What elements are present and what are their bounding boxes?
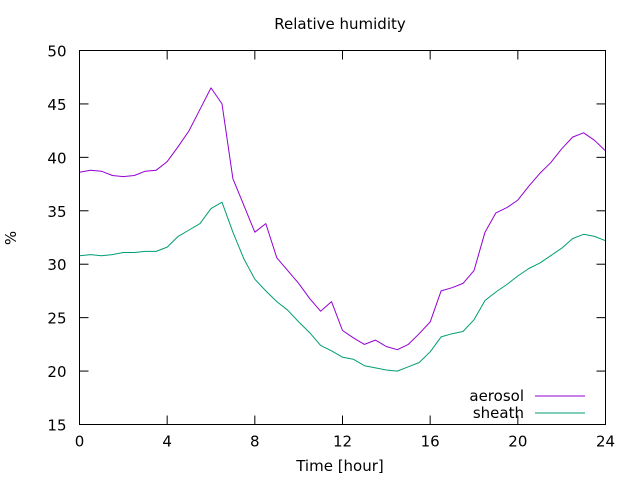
y-tick-label: 45 xyxy=(47,96,66,114)
x-tick-label: 20 xyxy=(508,433,527,451)
legend-label-sheath: sheath xyxy=(473,404,524,422)
series-line-aerosol xyxy=(79,87,606,351)
y-axis-label: % xyxy=(2,231,20,245)
y-tick-label: 25 xyxy=(47,310,66,328)
y-tick-label: 40 xyxy=(47,149,66,167)
plot-frame xyxy=(79,50,606,425)
y-tick-label: 30 xyxy=(47,256,66,274)
x-axis-label: Time [hour] xyxy=(295,457,384,475)
x-axis-ticks: 0 4 8 12 16 20 24 xyxy=(75,50,615,451)
chart-title: Relative humidity xyxy=(274,15,406,33)
y-tick-label: 15 xyxy=(47,417,66,435)
legend-label-aerosol: aerosol xyxy=(469,387,524,405)
x-tick-label: 0 xyxy=(75,433,85,451)
x-tick-label: 8 xyxy=(250,433,260,451)
series-layer xyxy=(79,87,606,372)
x-tick-label: 4 xyxy=(162,433,172,451)
y-tick-label: 50 xyxy=(47,43,66,61)
y-tick-label: 35 xyxy=(47,203,66,221)
y-tick-label: 20 xyxy=(47,363,66,381)
x-tick-label: 24 xyxy=(596,433,615,451)
x-tick-label: 16 xyxy=(421,433,440,451)
y-axis-ticks: 15 20 25 30 35 40 45 50 xyxy=(47,43,606,435)
series-line-sheath xyxy=(79,201,606,372)
x-tick-label: 12 xyxy=(333,433,352,451)
